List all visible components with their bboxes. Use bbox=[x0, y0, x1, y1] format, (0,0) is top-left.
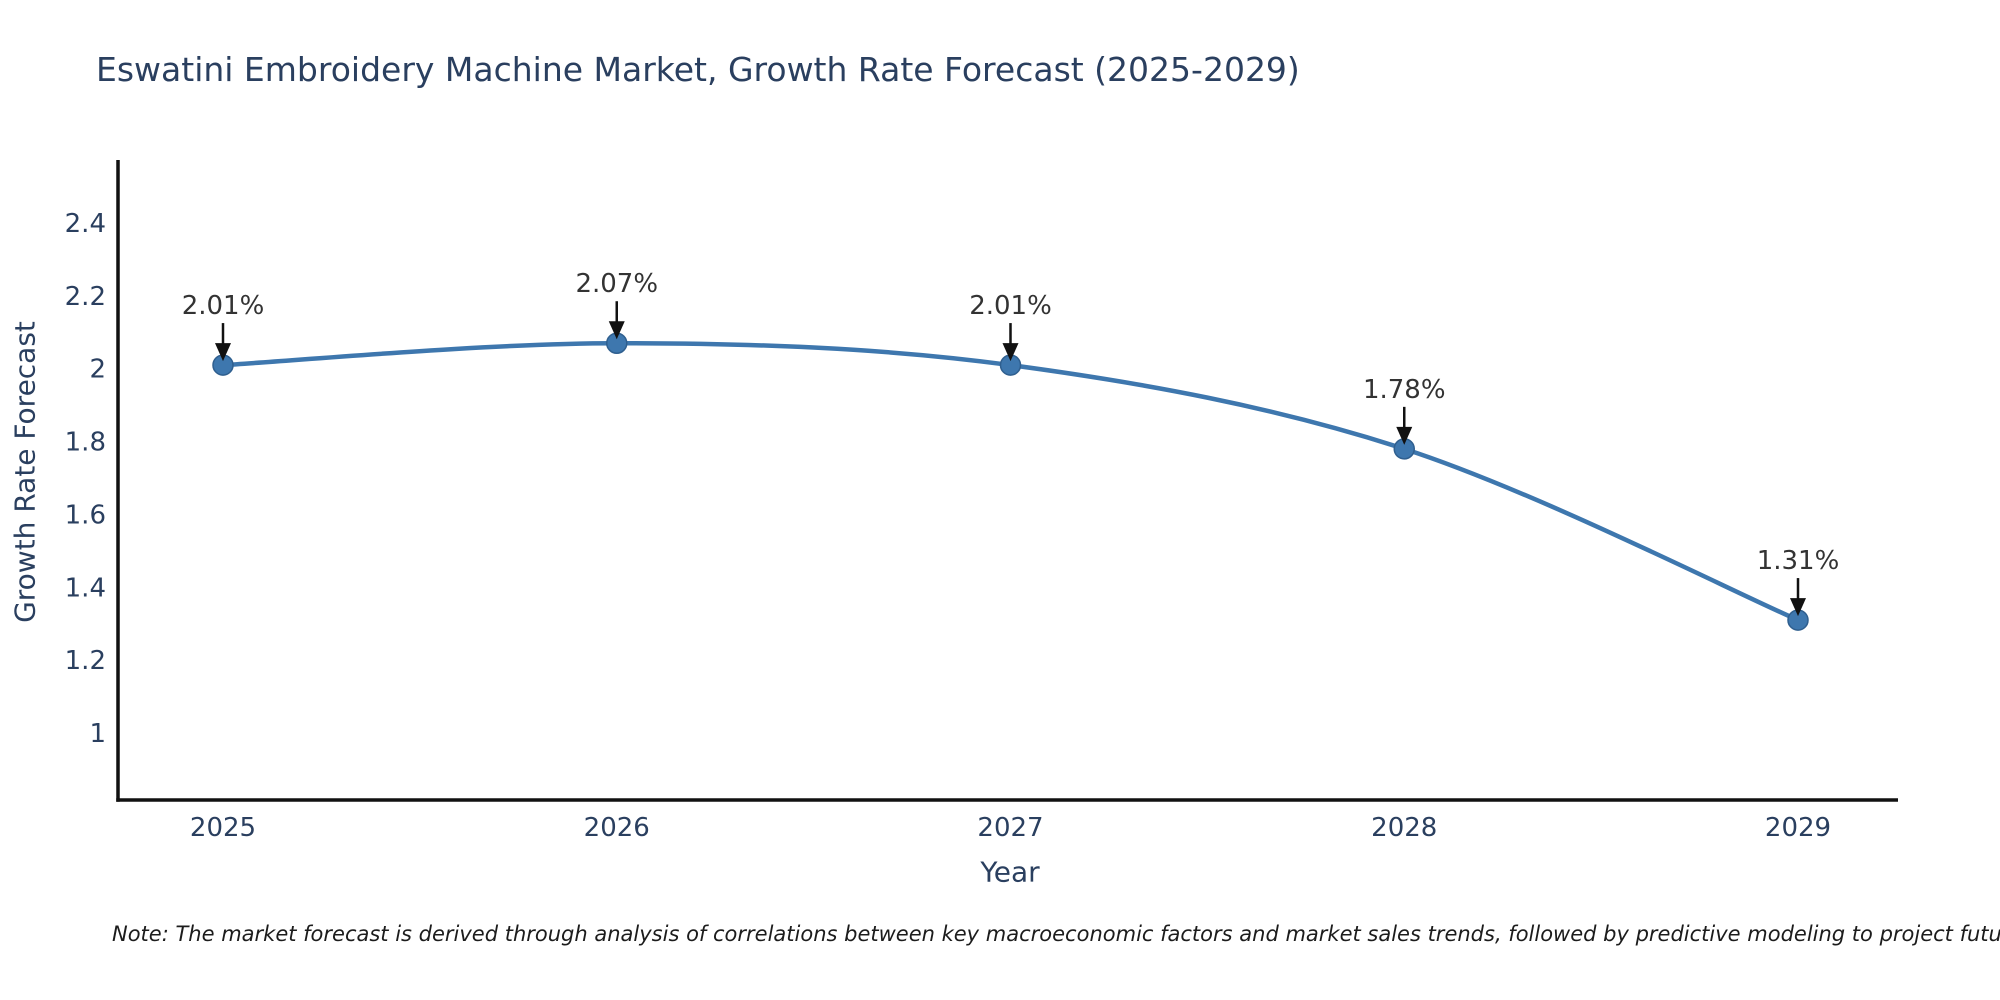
x-tick-label: 2029 bbox=[1765, 813, 1831, 843]
x-tick-label: 2027 bbox=[977, 813, 1043, 843]
y-tick-label: 1.8 bbox=[65, 428, 106, 458]
y-tick-label: 2.4 bbox=[65, 209, 106, 239]
y-tick-label: 2 bbox=[89, 355, 106, 385]
y-axis-title: Growth Rate Forecast bbox=[8, 321, 42, 623]
y-tick-label: 1 bbox=[89, 719, 106, 749]
x-tick-label: 2025 bbox=[190, 813, 256, 843]
chart-title: Eswatini Embroidery Machine Market, Grow… bbox=[96, 50, 1300, 89]
annotation-arrowhead-icon bbox=[1396, 426, 1413, 445]
x-tick-label: 2026 bbox=[584, 813, 650, 843]
x-axis-title: Year bbox=[980, 855, 1040, 889]
tick-labels: 1 1.2 1.4 1.6 1.8 2 2.2 2.4 2025 2026 2027 2028 2029 bbox=[65, 209, 1831, 843]
annotation-arrowhead-icon bbox=[215, 343, 231, 362]
y-tick-label: 1.4 bbox=[65, 573, 106, 603]
footnote: Note: The market forecast is derived thr… bbox=[112, 922, 2000, 946]
annotation-arrowhead-icon bbox=[1002, 343, 1019, 362]
y-tick-label: 1.6 bbox=[65, 500, 106, 530]
point-value-label: 2.07% bbox=[575, 269, 658, 299]
point-value-label: 1.31% bbox=[1757, 546, 1840, 576]
y-tick-label: 2.2 bbox=[65, 282, 106, 312]
annotation-arrowhead-icon bbox=[1790, 598, 1806, 617]
point-value-label: 2.01% bbox=[182, 291, 265, 321]
point-annotations: 2.01% 2.07% 2.01% 1.78% 1.31% bbox=[182, 269, 1840, 617]
x-tick-label: 2028 bbox=[1371, 813, 1437, 843]
y-tick-label: 1.2 bbox=[65, 646, 106, 676]
forecast-line bbox=[220, 340, 1801, 623]
line-series bbox=[212, 332, 1809, 631]
annotation-arrowhead-icon bbox=[608, 321, 625, 340]
point-value-label: 2.01% bbox=[969, 291, 1052, 321]
point-value-label: 1.78% bbox=[1363, 375, 1446, 405]
axes bbox=[116, 160, 1898, 802]
